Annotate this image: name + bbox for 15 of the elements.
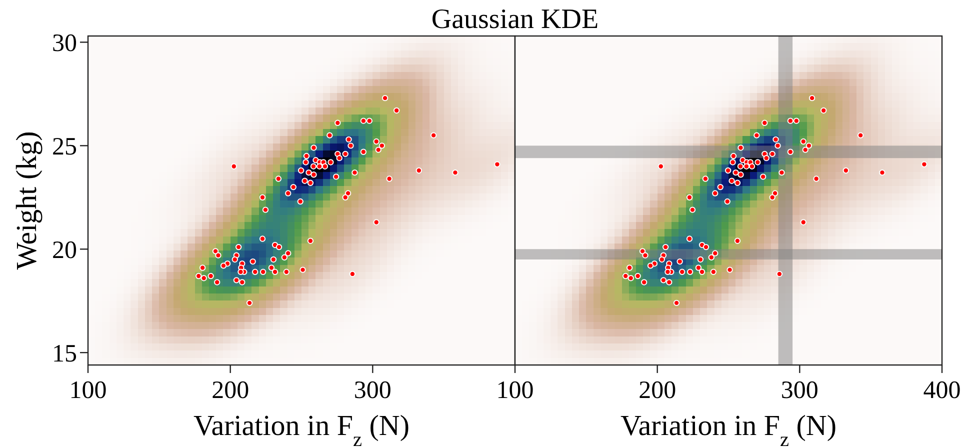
y-tick-label: 25 xyxy=(52,134,77,161)
y-tick-label: 30 xyxy=(52,30,77,58)
x-tick-label: 100 xyxy=(496,377,534,404)
y-tick-label: 20 xyxy=(52,237,77,264)
chart-title: Gaussian KDE xyxy=(431,4,599,35)
x-axis-title: Variation in F$_{z}$ (N) xyxy=(620,410,837,448)
x-axis-title: Variation in F$_{z}$ (N) xyxy=(193,410,410,448)
y-axis-title: Weight (kg) xyxy=(11,131,43,270)
x-tick-label: 200 xyxy=(638,377,676,404)
y-tick-label: 15 xyxy=(52,340,77,368)
x-tick-label: 200 xyxy=(212,377,250,404)
x-tick-label: 400 xyxy=(923,377,961,404)
x-tick-label: 100 xyxy=(69,377,107,404)
x-tick-label: 300 xyxy=(354,377,392,404)
x-tick-label: 300 xyxy=(780,377,818,404)
